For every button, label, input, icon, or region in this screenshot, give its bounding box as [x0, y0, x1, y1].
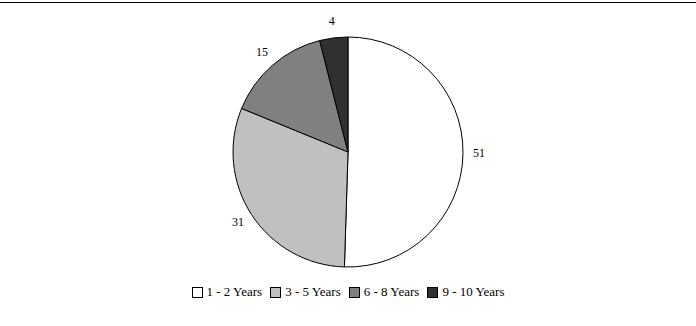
svg-text:51: 51	[473, 146, 485, 160]
html-text:1 - 2 Years: 1 - 2 Years	[206, 284, 263, 299]
html-text:9 - 10 Years: 9 - 10 Years	[442, 284, 505, 299]
svg-text:15: 15	[256, 45, 268, 59]
html-text:3 - 5 Years: 3 - 5 Years	[285, 284, 341, 299]
html-text:6 - 8 Years: 6 - 8 Years	[363, 284, 420, 299]
svg-text:4: 4	[329, 14, 335, 28]
svg-text:31: 31	[232, 215, 244, 229]
